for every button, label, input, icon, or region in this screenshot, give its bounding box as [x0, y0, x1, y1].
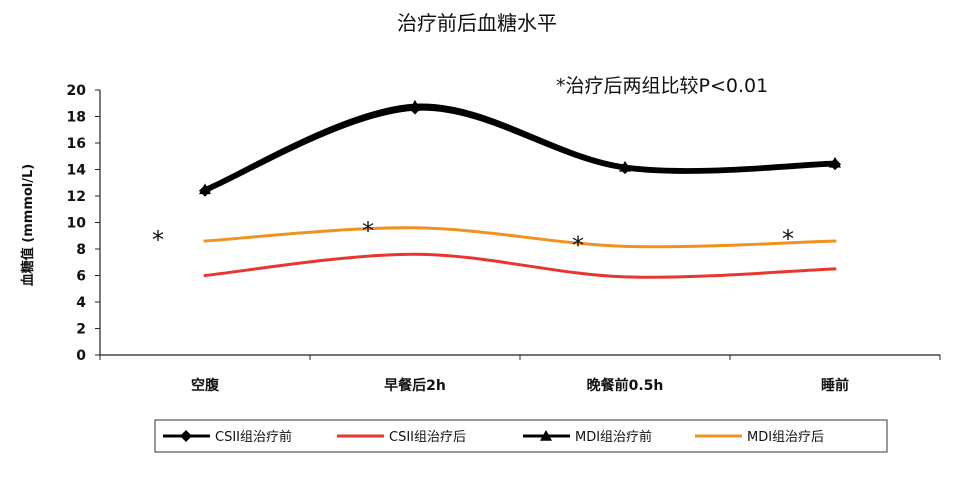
series-line	[202, 106, 838, 193]
y-tick-label: 20	[67, 83, 87, 99]
series-line	[203, 252, 837, 279]
legend-entry: MDI组治疗前	[523, 429, 652, 445]
y-axis-label: 血糖值 (mmmol/L)	[20, 164, 36, 286]
legend-entry: MDI组治疗后	[695, 430, 824, 445]
plot-area: * * * *	[152, 99, 841, 279]
y-tick-label: 8	[76, 242, 86, 258]
significance-asterisk: *	[572, 231, 584, 259]
data-point	[829, 158, 841, 171]
y-tick-label: 18	[67, 110, 86, 126]
legend-marker	[540, 430, 552, 441]
legend-entry: CSII组治疗后	[337, 430, 466, 445]
significance-note: *治疗后两组比较P<0.01	[556, 75, 768, 97]
y-tick-label: 12	[67, 189, 86, 205]
series-1	[199, 102, 841, 197]
data-point	[199, 184, 211, 197]
axes: 0 2 4 6 8 10 12 14 16 18 20 空腹 早餐后2h 晚餐前0.5h 睡前	[67, 83, 941, 394]
y-tick-label: 0	[76, 348, 86, 364]
x-tick-label: 晚餐前0.5h	[587, 377, 664, 394]
x-tick-label: 空腹	[191, 377, 220, 394]
y-tick-label: 10	[67, 216, 87, 232]
series-2	[203, 252, 837, 279]
y-tick-label: 14	[67, 163, 87, 179]
y-tick-label: 2	[76, 322, 86, 338]
x-tick-label: 早餐后2h	[384, 377, 446, 394]
legend: CSII组治疗前 CSII组治疗后 MDI组治疗前 MDI组治疗后	[154, 419, 888, 453]
legend-marker	[180, 430, 192, 442]
data-point	[619, 162, 631, 175]
legend-label: MDI组治疗后	[747, 430, 824, 445]
chart-title: 治疗前后血糖水平	[397, 11, 557, 35]
x-tick-label: 睡前	[821, 377, 849, 394]
legend-box	[154, 419, 888, 453]
y-tick-label: 16	[67, 136, 86, 152]
significance-asterisk: *	[152, 226, 164, 254]
legend-label: CSII组治疗后	[389, 430, 466, 445]
legend-label: MDI组治疗前	[575, 429, 652, 445]
series-4	[203, 226, 837, 249]
significance-asterisk: *	[782, 225, 794, 253]
series-line	[203, 226, 837, 249]
y-tick-label: 6	[76, 269, 86, 285]
significance-asterisk: *	[362, 217, 374, 245]
series-line	[202, 103, 838, 192]
data-point	[409, 102, 421, 115]
legend-entry: CSII组治疗前	[163, 429, 292, 445]
y-tick-label: 4	[76, 295, 86, 311]
legend-label: CSII组治疗前	[215, 429, 292, 445]
